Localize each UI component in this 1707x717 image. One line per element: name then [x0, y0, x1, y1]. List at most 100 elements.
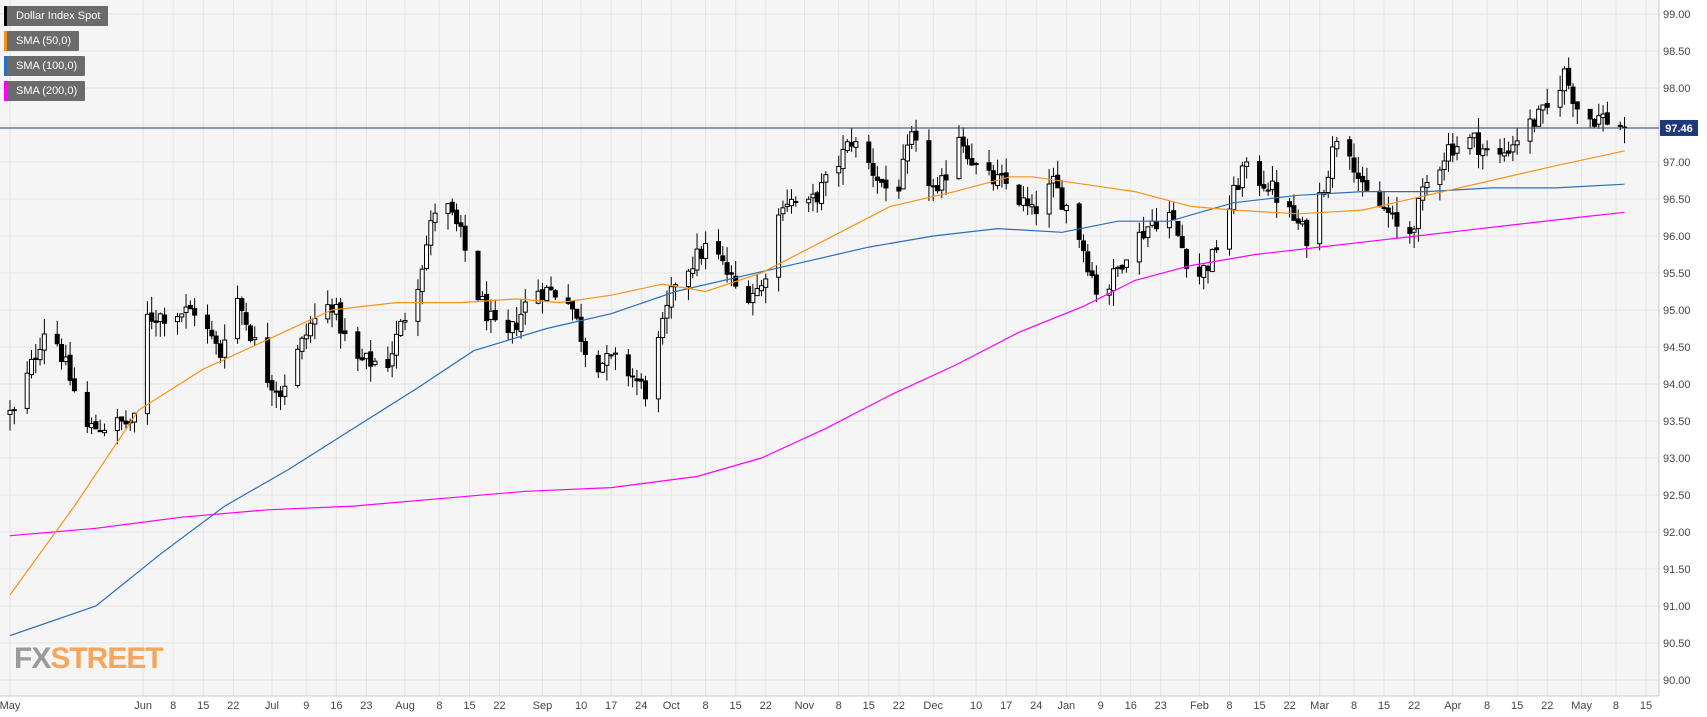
- y-tick-label: 90.50: [1663, 638, 1691, 650]
- candle-body: [1420, 186, 1426, 201]
- candle-body: [518, 313, 524, 332]
- candle-body: [664, 304, 670, 319]
- candle-body: [1016, 184, 1022, 205]
- candle-body: [123, 420, 129, 425]
- candle-body: [904, 144, 910, 162]
- candle-body: [844, 141, 850, 151]
- candle-body: [539, 289, 545, 300]
- candle-body: [1531, 119, 1537, 127]
- x-tick-label: 8: [836, 700, 842, 712]
- x-tick-label: 8: [170, 700, 176, 712]
- candle-body: [1540, 104, 1546, 111]
- candle-body: [960, 136, 966, 147]
- candle-body: [685, 270, 691, 288]
- candle-body: [973, 163, 979, 166]
- price-label: 97.46: [1665, 123, 1693, 135]
- candle-body: [604, 353, 610, 366]
- candle-body: [1437, 169, 1443, 186]
- legend-label: Dollar Index Spot: [16, 10, 101, 22]
- legend-dollar-index[interactable]: Dollar Index Spot: [4, 6, 109, 26]
- candle-body: [969, 158, 975, 166]
- x-tick-label: 15: [197, 700, 209, 712]
- candle-body: [625, 354, 631, 377]
- candle-body: [1025, 198, 1031, 207]
- candle-body: [810, 193, 816, 199]
- candle-body: [11, 409, 17, 412]
- candle-body: [634, 378, 640, 382]
- candle-body: [758, 285, 764, 292]
- candle-body: [67, 354, 73, 381]
- y-tick-label: 93.00: [1663, 453, 1691, 465]
- candle-body: [668, 286, 674, 308]
- candle-body: [1424, 181, 1430, 189]
- candle-body: [179, 313, 185, 318]
- candle-body: [1257, 161, 1263, 186]
- candle-body: [896, 186, 902, 192]
- candle-body: [1351, 157, 1357, 173]
- candle-body: [28, 358, 34, 376]
- candle-body: [836, 165, 842, 174]
- sma100-line: [9, 183, 1625, 637]
- legend-sma100[interactable]: SMA (100,0): [4, 56, 86, 76]
- candle-body: [187, 304, 193, 310]
- y-tick-label: 94.50: [1663, 342, 1691, 354]
- x-tick-label: 15: [1253, 700, 1265, 712]
- x-tick-label: 16: [330, 700, 342, 712]
- candle-body: [1020, 197, 1026, 206]
- candle-body: [419, 268, 425, 292]
- candle-body: [1196, 266, 1202, 277]
- candle-body: [1209, 249, 1215, 273]
- candle-body: [1304, 219, 1310, 247]
- candle-body: [235, 298, 241, 340]
- candle-body: [570, 301, 576, 310]
- legend-sma200[interactable]: SMA (200,0): [4, 81, 86, 101]
- candle-body: [303, 334, 309, 340]
- candle-body: [1295, 218, 1301, 224]
- candle-body: [716, 241, 722, 255]
- candle-body: [1265, 189, 1271, 192]
- candle-body: [458, 222, 464, 227]
- candle-body: [1166, 211, 1172, 229]
- candle-body: [119, 416, 125, 422]
- candle-body: [806, 198, 812, 204]
- candle-body: [1381, 206, 1387, 210]
- candle-body: [1153, 221, 1159, 230]
- x-tick-label: Mar: [1310, 700, 1329, 712]
- candle-body: [415, 288, 421, 322]
- x-tick-label: 16: [1125, 700, 1137, 712]
- candle-body: [1514, 140, 1520, 146]
- x-tick-label: Apr: [1444, 700, 1461, 712]
- candle-body: [703, 243, 709, 260]
- x-tick-label: Sep: [533, 700, 553, 712]
- x-tick-label: 10: [970, 700, 982, 712]
- candle-body: [33, 357, 39, 361]
- candle-body: [101, 429, 107, 434]
- candle-body: [424, 244, 430, 270]
- candle-body: [1029, 204, 1035, 208]
- candle-body: [866, 141, 872, 163]
- candle-body: [612, 352, 618, 355]
- y-tick-label: 95.50: [1663, 268, 1691, 280]
- candle-body: [1591, 118, 1597, 127]
- candle-body: [338, 302, 344, 334]
- candle-body: [1299, 221, 1305, 225]
- candle-body: [509, 321, 515, 334]
- candle-body: [522, 301, 528, 313]
- legend-label: SMA (200,0): [16, 85, 78, 97]
- candle-body: [183, 306, 189, 313]
- candle-body: [930, 185, 936, 188]
- candle-body: [986, 162, 992, 171]
- candle-body: [1055, 174, 1061, 189]
- price-label-bg: [1660, 119, 1698, 136]
- candle-body: [1330, 146, 1336, 179]
- candle-body: [1510, 144, 1516, 153]
- candle-body: [1570, 86, 1576, 105]
- candle-body: [1184, 249, 1190, 269]
- legend-sma50[interactable]: SMA (50,0): [4, 31, 80, 51]
- candle-body: [278, 390, 284, 398]
- candle-body: [1506, 150, 1512, 154]
- candle-body: [1441, 160, 1447, 170]
- candle-body: [192, 308, 198, 316]
- candle-body: [1407, 227, 1413, 234]
